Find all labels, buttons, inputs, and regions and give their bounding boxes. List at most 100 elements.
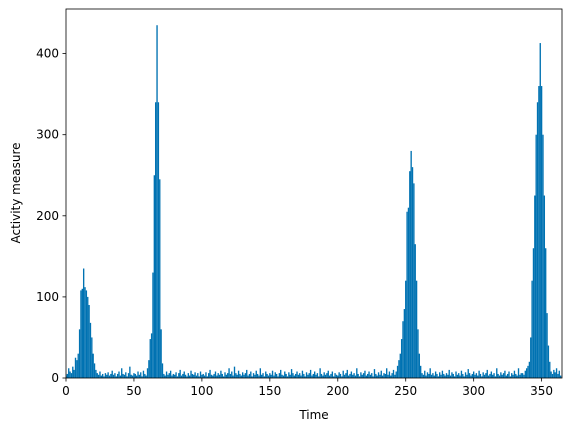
bar (396, 365, 399, 378)
bar (111, 370, 113, 378)
bar (497, 373, 499, 378)
bar (417, 329, 419, 378)
bar (156, 25, 158, 378)
bar (301, 370, 304, 378)
bar (375, 373, 377, 378)
bar (254, 374, 256, 378)
bar (337, 375, 339, 378)
bar (485, 373, 487, 378)
bar (316, 373, 319, 378)
bar (547, 345, 550, 378)
bar (237, 370, 240, 378)
bar (482, 372, 484, 378)
bar (418, 353, 420, 378)
bar (216, 375, 218, 378)
bar (194, 372, 196, 378)
bar (504, 370, 506, 378)
bar (281, 374, 283, 378)
bar (415, 280, 418, 378)
bar (236, 374, 238, 378)
y-tick-label: 100 (36, 290, 59, 304)
bar (184, 374, 187, 378)
bar (368, 371, 370, 378)
bar (550, 371, 552, 378)
bar (155, 102, 157, 378)
bar (99, 371, 101, 378)
bar (532, 248, 535, 378)
bar (411, 167, 414, 378)
bar (203, 375, 206, 378)
bar (361, 374, 363, 378)
bar (553, 369, 555, 378)
bar (201, 374, 203, 378)
bar (115, 376, 117, 378)
bar (387, 374, 389, 378)
bar (505, 375, 507, 378)
bar (140, 372, 142, 378)
bar (441, 370, 444, 378)
bar (266, 373, 268, 378)
y-axis-label: Activity measure (9, 142, 23, 243)
bar (160, 329, 162, 378)
bar (494, 376, 497, 378)
bar (292, 373, 294, 378)
bar (525, 368, 528, 378)
bar (409, 171, 411, 378)
bar (273, 375, 275, 378)
bar (443, 373, 445, 378)
bar (554, 372, 556, 378)
bar (429, 368, 431, 378)
bar (515, 373, 517, 378)
bar (110, 373, 112, 378)
bar (135, 375, 138, 378)
x-tick-label: 100 (190, 384, 213, 398)
x-axis-label: Time (298, 408, 328, 422)
bar (235, 373, 237, 378)
bar (388, 371, 391, 378)
bar (288, 372, 290, 378)
bar (372, 376, 374, 378)
bar (486, 369, 488, 378)
bar (369, 374, 372, 378)
x-tick-label: 0 (62, 384, 70, 398)
bar (80, 290, 82, 378)
bar (500, 372, 502, 378)
bar (324, 374, 327, 378)
bar (297, 374, 300, 378)
x-tick-label: 200 (326, 384, 349, 398)
bar (161, 363, 164, 378)
plot-frame (65, 8, 563, 379)
bar (191, 373, 194, 378)
bar (114, 373, 116, 378)
bar (524, 370, 526, 378)
bar (546, 313, 548, 378)
bar (425, 375, 427, 378)
bar (330, 373, 332, 378)
bar (358, 376, 361, 378)
bar (141, 376, 143, 378)
bar (220, 370, 222, 378)
bar (530, 337, 532, 378)
bar (319, 368, 321, 378)
bar (290, 369, 293, 378)
bar (187, 373, 189, 378)
bar (293, 375, 295, 378)
bar (233, 366, 236, 378)
bar (472, 371, 475, 378)
bar (122, 373, 124, 378)
bar (322, 375, 324, 378)
bar (74, 357, 77, 378)
bar (280, 369, 282, 378)
bar (327, 370, 329, 378)
bar (265, 371, 267, 378)
x-tick-label: 300 (462, 384, 485, 398)
y-tick-label: 300 (36, 128, 59, 142)
bar (104, 373, 107, 378)
bar (213, 373, 215, 378)
bar (559, 375, 562, 378)
bar (390, 375, 392, 378)
bar (403, 309, 406, 378)
bar (360, 372, 362, 378)
bar (536, 102, 539, 378)
bar (474, 374, 476, 378)
